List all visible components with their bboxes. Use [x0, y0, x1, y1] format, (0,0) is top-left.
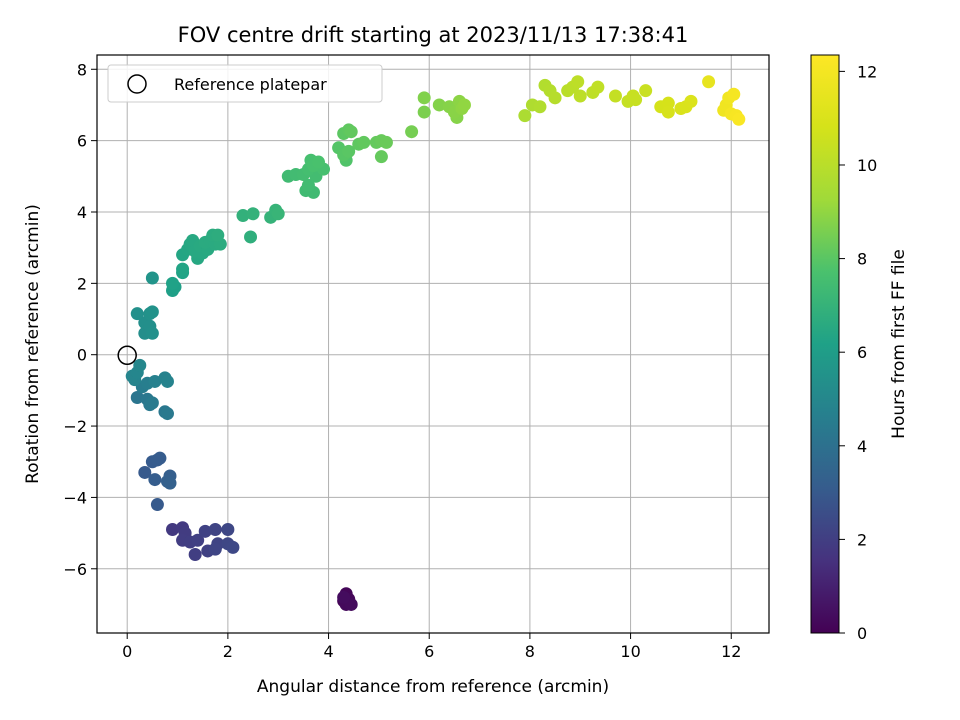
scatter-point	[166, 276, 180, 290]
colorbar-label: Hours from first FF file	[889, 249, 909, 439]
scatter-point	[337, 590, 351, 604]
scatter-point	[702, 75, 716, 89]
scatter-point	[160, 374, 174, 388]
scatter-point	[160, 407, 174, 421]
colorbar-tick-label: 0	[857, 624, 867, 643]
scatter-point	[133, 358, 147, 372]
scatter-point	[379, 135, 393, 149]
scatter-point	[608, 89, 622, 103]
scatter-point	[571, 75, 585, 89]
plot-frame	[96, 54, 770, 634]
scatter-point	[417, 91, 431, 105]
scatter-point	[148, 374, 162, 388]
scatter-point	[153, 451, 167, 465]
chart-title: FOV centre drift starting at 2023/11/13 …	[178, 23, 689, 47]
scatter-point	[208, 542, 222, 556]
legend-reference-icon	[127, 74, 147, 94]
y-tick-label: 8	[77, 60, 87, 79]
x-tick-label: 12	[721, 642, 741, 661]
y-tick-label: −2	[63, 417, 87, 436]
legend-box	[107, 64, 383, 103]
scatter-point	[163, 476, 177, 490]
scatter-point	[236, 209, 250, 223]
scatter-point	[639, 84, 653, 98]
scatter-point	[727, 87, 741, 101]
x-tick-label: 4	[323, 642, 333, 661]
scatter-point	[145, 326, 159, 340]
scatter-point	[301, 178, 315, 192]
scatter-point	[311, 155, 325, 169]
y-tick-label: −4	[63, 488, 87, 507]
x-tick-label: 8	[525, 642, 535, 661]
scatter-point	[374, 150, 388, 164]
scatter-point	[145, 396, 159, 410]
scatter-point	[357, 135, 371, 149]
x-tick-label: 0	[122, 642, 132, 661]
scatter-point	[533, 100, 547, 114]
scatter-point	[518, 109, 532, 123]
scatter-point	[138, 465, 152, 479]
colorbar-tick-label: 12	[857, 62, 877, 81]
y-axis-ticks: −6 −4 −2 0 2 4 6 8	[63, 60, 97, 579]
scatter-point	[344, 125, 358, 139]
grid-lines	[97, 55, 769, 633]
scatter-point	[661, 105, 675, 119]
scatter-point	[246, 207, 260, 221]
scatter-point	[548, 91, 562, 105]
scatter-point	[130, 307, 144, 321]
scatter-point	[417, 105, 431, 119]
colorbar-gradient	[810, 54, 840, 634]
scatter-point	[148, 473, 162, 487]
legend: Reference platepar	[107, 64, 383, 103]
scatter-point	[684, 94, 698, 108]
colorbar: 0 2 4 6 8 10 12 Hours from first FF file	[810, 54, 909, 643]
colorbar-tick-label: 6	[857, 343, 867, 362]
scatter-point	[457, 98, 471, 112]
scatter-point	[732, 112, 746, 126]
scatter-point	[211, 228, 225, 242]
y-tick-label: 2	[77, 274, 87, 293]
scatter-point	[145, 305, 159, 319]
scatter-point	[405, 125, 419, 139]
y-tick-label: 4	[77, 203, 87, 222]
colorbar-tick-label: 4	[857, 437, 867, 456]
scatter-point	[208, 523, 222, 537]
scatter-point	[191, 533, 205, 547]
scatter-point	[166, 523, 180, 537]
scatter-point	[130, 391, 144, 405]
scatter-point	[661, 96, 675, 110]
y-tick-label: 6	[77, 132, 87, 151]
y-axis-label: Rotation from reference (arcmin)	[23, 204, 43, 484]
scatter-point	[573, 89, 587, 103]
x-tick-label: 6	[424, 642, 434, 661]
reference-platepar-marker	[117, 345, 137, 366]
colorbar-tick-label: 2	[857, 530, 867, 549]
scatter-point	[221, 523, 235, 537]
scatter-point	[244, 230, 258, 244]
scatter-point	[629, 93, 643, 107]
x-tick-label: 2	[223, 642, 233, 661]
legend-entry-reference-platepar: Reference platepar	[174, 75, 327, 94]
x-axis-ticks: 0 2 4 6 8 10 12	[122, 633, 741, 661]
colorbar-tick-label: 8	[857, 250, 867, 269]
scatter-point	[271, 207, 285, 221]
scatter-point	[145, 271, 159, 285]
x-axis-label: Angular distance from reference (arcmin)	[257, 677, 609, 697]
scatter-point	[226, 540, 240, 554]
scatter-point	[188, 548, 202, 562]
y-tick-label: −6	[63, 560, 87, 579]
colorbar-tick-label: 10	[857, 156, 877, 175]
scatter-point	[176, 262, 190, 276]
x-tick-label: 10	[620, 642, 640, 661]
scatter-point	[150, 498, 164, 512]
scatter-point	[432, 98, 446, 112]
scatter-points	[125, 75, 746, 611]
colorbar-ticks: 0 2 4 6 8 10 12	[839, 62, 877, 643]
scatter-point	[198, 524, 212, 538]
scatter-point	[591, 80, 605, 94]
scatter-point	[342, 144, 356, 158]
y-tick-label: 0	[77, 346, 87, 365]
